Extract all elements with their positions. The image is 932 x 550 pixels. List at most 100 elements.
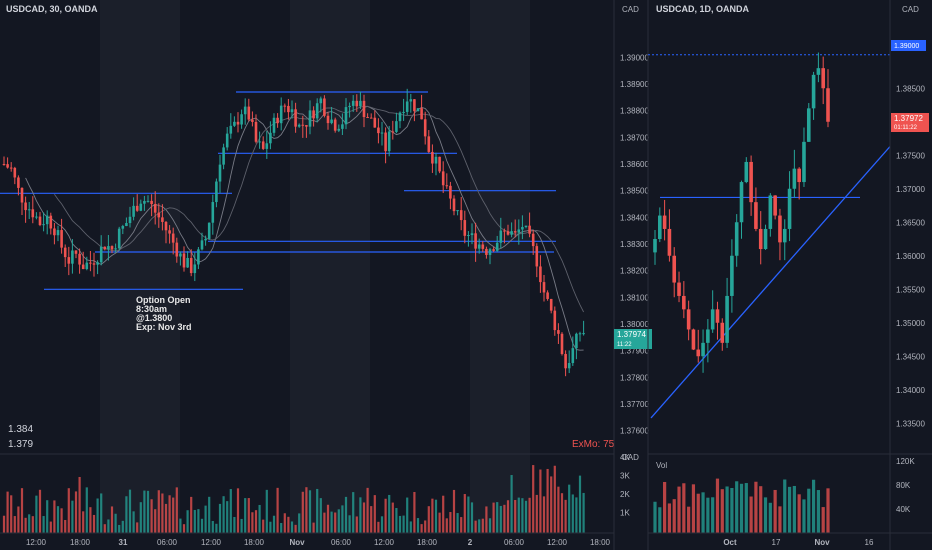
- left-volume-ticks: 4K 3K 2K 1K: [620, 453, 630, 518]
- annotation-line-3: @1.3800: [136, 313, 172, 323]
- candle-body: [71, 250, 74, 264]
- time-tick-label: 06:00: [157, 538, 178, 547]
- price-tick-label: 1.38100: [620, 293, 649, 302]
- daily-candle-body: [806, 108, 811, 142]
- daily-chart-pane[interactable]: USDCAD, 1D, OANDA Vol CAD 1.385001.38000…: [647, 0, 932, 550]
- candle-body: [531, 233, 535, 247]
- candle-body: [229, 125, 233, 134]
- candle-body: [96, 262, 99, 265]
- volume-bar: [128, 489, 132, 533]
- volume-bar: [467, 496, 470, 533]
- volume-bar: [35, 495, 38, 533]
- candle-body: [135, 205, 139, 211]
- candle-body: [240, 114, 243, 125]
- daily-price-tick-label: 1.36000: [896, 252, 925, 261]
- volume-bar: [308, 490, 312, 533]
- volume-tick-label: 3K: [620, 472, 630, 481]
- volume-bar: [305, 487, 308, 533]
- volume-bar: [139, 502, 142, 533]
- candle-body: [499, 230, 503, 243]
- volume-bar: [92, 514, 96, 533]
- volume-bar: [499, 505, 502, 533]
- daily-volume-bar: [677, 486, 681, 533]
- daily-volume-bar: [725, 486, 729, 533]
- candle-body: [153, 204, 157, 213]
- volume-bar: [301, 491, 304, 533]
- annotation-line-1: Option Open: [136, 295, 191, 305]
- daily-volume-bar: [687, 506, 691, 533]
- horizontal-levels[interactable]: [0, 91, 556, 290]
- daily-candle-body: [677, 282, 681, 296]
- candle-body: [74, 250, 78, 254]
- volume-bar: [481, 518, 484, 533]
- daily-candle-body: [653, 239, 657, 253]
- intraday-chart-pane[interactable]: USDCAD, 30, OANDA Option Open 8:30am @1.…: [0, 0, 652, 550]
- candle-body: [179, 253, 182, 257]
- volume-bar: [571, 494, 574, 533]
- volume-bar: [114, 513, 117, 533]
- volume-bar: [391, 502, 394, 533]
- volume-bar: [535, 494, 538, 533]
- candle-body: [528, 225, 531, 234]
- candle-body: [215, 181, 218, 203]
- candle-body: [139, 203, 143, 211]
- volume-bar: [132, 511, 135, 533]
- candle-body: [247, 106, 251, 120]
- daily-candle-body: [701, 342, 705, 357]
- volume-bar: [233, 517, 236, 533]
- candle-body: [283, 105, 287, 107]
- candle-body: [49, 215, 53, 229]
- volume-bar: [438, 512, 441, 533]
- volume-bar: [488, 518, 492, 533]
- daily-candle-body: [821, 68, 825, 89]
- candle-body: [481, 244, 485, 249]
- candle-body: [114, 248, 117, 250]
- volume-bar: [67, 488, 70, 533]
- candle-body: [420, 108, 423, 120]
- candle-body: [63, 247, 67, 258]
- volume-bar: [146, 490, 150, 533]
- volume-tick-label: 4K: [620, 453, 630, 462]
- volume-bar: [503, 504, 506, 533]
- daily-candle-body: [787, 188, 792, 229]
- option-annotation[interactable]: Option Open 8:30am @1.3800 Exp: Nov 3rd: [136, 295, 192, 332]
- candle-body: [492, 249, 495, 251]
- volume-bar: [416, 518, 420, 533]
- volume-bar: [56, 506, 60, 533]
- volume-bar: [420, 524, 423, 533]
- price-tick-label: 1.38600: [620, 160, 649, 169]
- volume-bar: [2, 515, 6, 533]
- price-tick-label: 1.37900: [620, 347, 649, 356]
- candle-body: [575, 333, 578, 349]
- daily-price-tick-label: 1.33500: [896, 419, 925, 428]
- left-price-ticks: 1.39000 1.38900 1.38800 1.38700 1.38600 1.385…: [620, 53, 649, 435]
- volume-bar: [157, 490, 160, 533]
- candle-body: [272, 117, 276, 133]
- volume-bar: [568, 484, 571, 533]
- daily-volume-bar: [754, 481, 758, 533]
- daily-volume-bar: [802, 499, 806, 533]
- volume-bar: [348, 515, 351, 533]
- candle-body: [337, 128, 341, 131]
- time-tick-label: 12:00: [26, 538, 47, 547]
- candle-body: [13, 167, 17, 178]
- daily-time-tick-label: 16: [865, 538, 874, 547]
- right-horizontal-levels[interactable]: [648, 54, 890, 199]
- time-tick-label: 31: [119, 538, 128, 547]
- volume-bar: [82, 511, 85, 533]
- moving-average: [54, 105, 585, 313]
- volume-bar: [352, 492, 355, 533]
- candle-body: [582, 333, 585, 335]
- time-tick-label: 12:00: [547, 538, 568, 547]
- volume-bar: [528, 497, 531, 533]
- last-price-badge-bg: [614, 329, 652, 349]
- ascending-trendline[interactable]: [650, 146, 891, 419]
- daily-volume-bar: [715, 478, 720, 533]
- volume-bars: [2, 465, 585, 533]
- volume-bar: [71, 500, 74, 533]
- volume-bar: [258, 504, 261, 533]
- daily-candle-body: [811, 74, 816, 109]
- volume-bar: [287, 516, 290, 533]
- daily-candle-body: [691, 329, 696, 350]
